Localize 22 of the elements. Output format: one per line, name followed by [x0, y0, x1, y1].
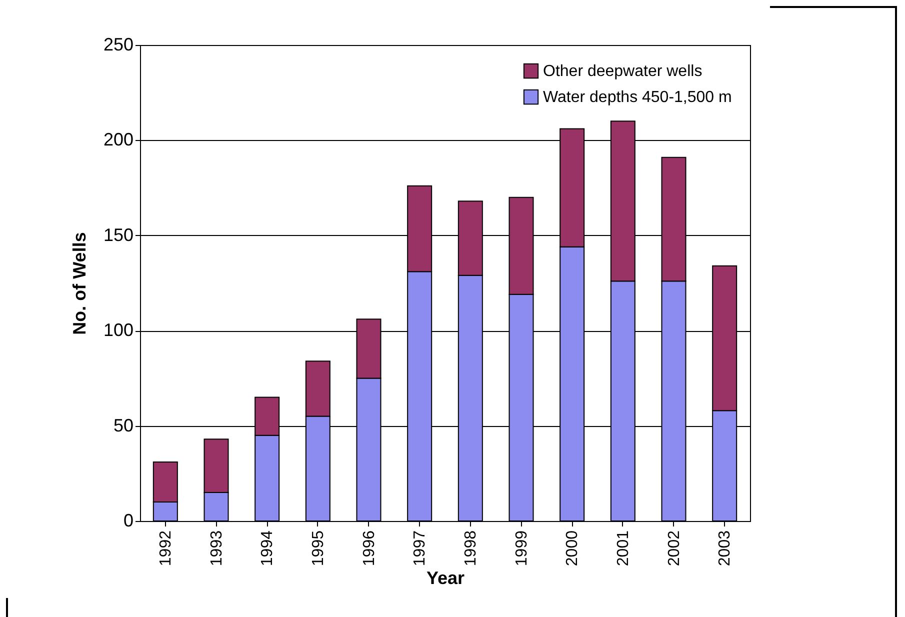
x-tick-label: 1994: [259, 530, 276, 566]
x-tick-label: 1996: [360, 530, 378, 566]
y-axis-title: No. of Wells: [69, 232, 90, 335]
x-tick-label: 1993: [208, 530, 226, 566]
y-tick-label: 150: [103, 224, 134, 245]
y-tick-label: 0: [123, 510, 134, 530]
y-tick-label: 200: [103, 130, 134, 150]
x-tick-label: 2003: [716, 530, 734, 566]
x-tick-label: 2002: [666, 530, 683, 566]
x-tick-label: 1997: [412, 530, 429, 566]
x-tick-label: 2001: [614, 530, 632, 566]
x-tick-label: 1999: [513, 530, 530, 566]
x-tick-label: 1995: [310, 530, 327, 566]
x-tick-label: 1998: [462, 530, 480, 566]
y-tick-label: 100: [103, 320, 134, 340]
x-tick-label: 2000: [564, 530, 582, 566]
y-tick-label: 50: [113, 415, 134, 436]
x-tick-label: 1992: [157, 530, 174, 566]
x-axis-title: Year: [426, 568, 465, 588]
y-tick-label: 250: [103, 34, 134, 54]
legend-label: Water depths 450-1,500 m: [543, 89, 732, 106]
legend-label: Other deepwater wells: [543, 63, 702, 80]
